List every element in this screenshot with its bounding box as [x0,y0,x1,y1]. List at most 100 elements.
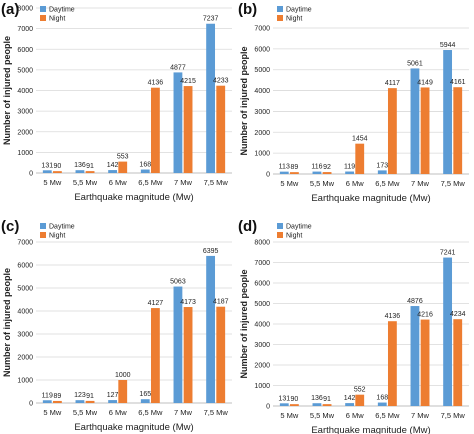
bar-daytime-1 [75,170,85,173]
bar-daytime-1 [75,400,85,403]
category-label: 7,5 Mw [204,408,229,417]
data-label: 113 [279,164,290,171]
bar-night-5 [216,85,226,173]
legend-label: Night [49,233,65,240]
y-tick-label: 1000 [17,150,33,157]
data-label: 91 [86,393,94,400]
data-label: 4161 [450,79,466,86]
data-label: 4877 [170,64,186,71]
data-label: 92 [323,164,331,171]
bar-night-4 [420,87,430,174]
y-tick-label: 2000 [17,129,33,136]
data-label: 89 [290,164,298,171]
y-tick-label: 6000 [17,47,33,54]
bar-night-4 [183,86,193,173]
bar-daytime-0 [42,170,52,173]
legend-label: Daytime [49,7,75,14]
category-label: 6 Mw [346,179,365,188]
data-label: 136 [311,395,323,402]
y-tick-label: 2000 [254,130,270,137]
data-label: 6395 [203,248,219,255]
bar-night-0 [52,400,62,403]
data-label: 168 [139,162,151,169]
data-label: 168 [376,395,388,402]
bar-night-5 [453,87,463,174]
x-axis-title: Earthquake magnitude (Mw) [74,422,193,433]
legend-swatch-night [40,15,46,21]
data-label: 4136 [385,313,401,320]
data-label: 89 [53,393,61,400]
data-label: 4149 [417,79,433,86]
bar-night-0 [289,172,299,174]
y-tick-label: 6000 [254,46,270,53]
data-label: 7241 [440,250,456,257]
y-tick-label: 5000 [17,67,33,74]
y-tick-label: 1000 [254,151,270,158]
data-label: 91 [323,396,331,403]
bar-daytime-3 [377,402,387,406]
bar-night-3 [150,308,160,403]
data-label: 1000 [115,372,131,379]
legend-label: Daytime [286,224,312,231]
y-tick-label: 5000 [254,67,270,74]
bar-night-2 [355,394,365,406]
data-label: 4187 [213,299,229,306]
data-label: 123 [74,392,86,399]
bar-daytime-3 [377,170,387,174]
y-tick-label: 5000 [254,301,270,308]
category-label: 5 Mw [43,178,62,187]
y-axis-title: Number of injured people [2,268,12,377]
y-tick-label: 4000 [17,88,33,95]
y-tick-label: 0 [266,172,270,179]
data-label: 553 [117,154,129,161]
bar-night-0 [289,404,299,406]
bar-night-3 [387,321,397,406]
chart-panel-3: 0 1000 2000 3000 4000 5000 6000 7000 8000 131 90 5 … [238,218,469,434]
y-tick-label: 3000 [254,109,270,116]
y-tick-label: 8000 [254,240,270,247]
data-label: 116 [311,164,322,171]
bar-night-2 [355,143,365,174]
category-label: 7 Mw [411,411,430,420]
chart-panel-0: 0 1000 2000 3000 4000 5000 6000 7000 8000 131 90 5 … [1,1,232,203]
category-label: 5,5 Mw [310,179,335,188]
bar-daytime-0 [279,403,289,406]
y-axis-title: Number of injured people [2,36,12,145]
data-label: 131 [41,162,53,169]
bar-daytime-5 [206,23,216,173]
bar-daytime-3 [140,399,150,403]
y-tick-label: 7000 [17,26,33,33]
legend-swatch-daytime [277,223,283,229]
bar-night-2 [118,380,128,403]
bar-night-1 [85,400,95,403]
category-label: 5,5 Mw [73,178,98,187]
data-label: 4234 [450,311,466,318]
data-label: 131 [278,395,290,402]
data-label: 119 [42,392,53,399]
data-label: 127 [107,392,119,399]
y-tick-label: 4000 [254,88,270,95]
bar-night-2 [118,161,128,173]
chart-panel-1: 0 1000 2000 3000 4000 5000 6000 7000 113 89 5 Mw 11… [238,1,469,204]
bar-night-4 [420,319,430,406]
y-tick-label: 8000 [17,6,33,13]
data-label: 5063 [170,279,186,286]
category-label: 6,5 Mw [375,179,400,188]
data-label: 1454 [352,136,368,143]
bar-daytime-2 [108,400,118,403]
data-label: 5944 [440,42,456,49]
bar-daytime-4 [410,306,420,406]
legend-label: Night [286,233,302,240]
legend-swatch-night [277,232,283,238]
category-label: 6,5 Mw [138,408,163,417]
data-label: 90 [290,396,298,403]
bar-daytime-5 [443,257,453,406]
data-label: 142 [107,162,119,169]
bar-night-1 [322,172,332,174]
data-label: 165 [139,391,151,398]
bar-night-1 [322,404,332,406]
y-tick-label: 3000 [17,332,33,339]
legend-swatch-daytime [277,6,283,12]
legend-swatch-daytime [40,223,46,229]
category-label: 6 Mw [109,178,128,187]
